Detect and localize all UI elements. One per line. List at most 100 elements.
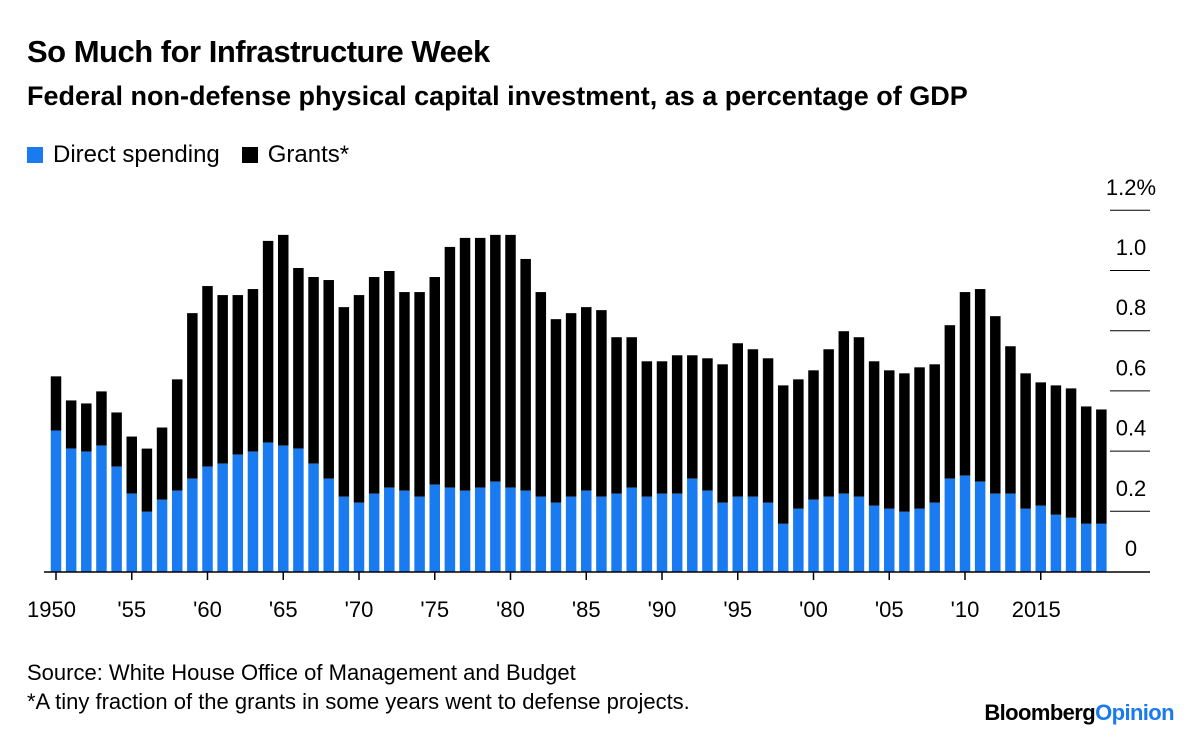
bar-direct [884,508,895,572]
bar-direct [1005,493,1016,572]
bar-grants [823,349,834,497]
bar-direct [111,466,122,572]
source-note: Source: White House Office of Management… [27,660,576,685]
bar-grants [853,337,865,497]
bar-direct [838,493,850,572]
bar-direct [1050,514,1062,572]
bar-grants [156,427,168,500]
footnote: *A tiny fraction of the grants in some y… [27,689,690,714]
bar-grants [990,316,1001,494]
bar-grants [505,234,516,488]
bar-grants [490,234,501,482]
bar-direct [444,487,456,572]
bar-grants [232,295,244,455]
bar-direct [626,487,637,572]
y-tick-label: 0.4 [1116,416,1147,441]
bar-grants [565,313,577,497]
bar-grants [429,277,440,485]
x-tick-label: '95 [723,597,752,622]
bar-direct [868,505,880,572]
legend-label-direct: Direct spending [53,141,220,168]
bar-direct [96,445,107,572]
legend-swatch-grants [241,147,258,163]
bar-direct [399,490,410,572]
bar-direct [823,496,834,572]
bar-direct [50,430,62,572]
bar-direct [338,496,350,572]
bar-direct [156,499,168,572]
bar-grants [762,358,774,503]
bar-direct [81,451,92,572]
bar-direct [793,508,804,572]
bar-direct [747,496,759,572]
bar-grants [747,349,759,497]
chart-footer: Source: White House Office of Management… [27,658,690,716]
bar-direct [732,496,743,572]
x-tick-label: '05 [875,597,904,622]
bar-grants [914,367,925,509]
bar-grants [732,343,743,497]
bar-direct [808,499,819,572]
bar-grants [323,280,334,479]
bar-direct [65,448,77,572]
legend-item-direct: Direct spending [27,141,220,169]
bar-direct [611,493,622,572]
bar-grants [1020,373,1031,509]
bar-grants [899,373,910,512]
bar-grants [444,246,456,488]
x-tick-label: '10 [951,597,980,622]
y-tick-label: 1.2% [1106,175,1156,200]
bar-grants [338,307,350,497]
bar-direct [899,511,910,572]
bar-direct [944,478,956,572]
x-tick-label: '60 [193,597,222,622]
bar-direct [474,487,486,572]
bar-direct [1065,517,1077,572]
bar-direct [429,484,440,572]
x-tick-label: 1950 [27,597,76,622]
bar-grants [641,361,653,497]
bar-direct [278,445,289,572]
bar-direct [308,463,319,572]
bar-direct [656,493,668,572]
bar-direct [141,511,153,572]
bar-direct [293,448,304,572]
y-tick-label: 0 [1125,536,1137,561]
bar-grants [1035,382,1046,506]
bar-direct [490,481,501,572]
bar-grants [808,370,819,500]
bar-direct [171,490,183,572]
bar-direct [384,487,395,572]
bar-grants [656,361,668,494]
bar-direct [1080,523,1092,572]
bar-grants [1065,388,1077,518]
bar-grants [929,364,940,503]
bar-grants [520,258,531,491]
bar-direct [702,490,713,572]
x-tick-label: 2015 [1012,597,1061,622]
bar-grants [687,355,698,479]
bar-grants [202,286,213,467]
bar-grants [217,295,228,464]
bar-grants [414,292,425,497]
y-tick-label: 0.2 [1116,476,1147,501]
legend-label-grants: Grants* [267,141,350,168]
bar-grants [884,370,895,509]
bar-grants [247,289,259,452]
bar-direct [520,490,531,572]
chart-title: So Much for Infrastructure Week [27,34,490,69]
bar-grants [141,448,153,512]
bar-direct [414,496,425,572]
bar-grants [126,436,137,494]
bar-grants [868,361,880,506]
bar-direct [187,478,198,572]
bar-grants [974,289,986,482]
bar-direct [959,475,971,572]
bar-direct [914,508,925,572]
bar-grants [535,292,547,497]
bar-grants [671,355,683,494]
bar-grants [777,385,789,524]
bar-grants [111,412,122,467]
x-tick-label: '65 [269,597,298,622]
